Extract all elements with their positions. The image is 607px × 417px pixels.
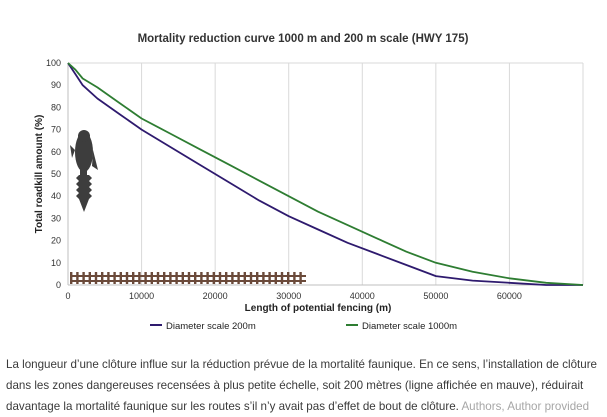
fence-post [231,272,234,284]
y-tick-label: 20 [51,236,61,246]
fence-post [156,272,160,284]
x-tick-label: 50000 [423,291,448,301]
fence-post [299,272,302,284]
y-tick-label: 80 [51,102,61,112]
fence-post [163,272,166,284]
series-line-1 [67,62,584,286]
fence-post [181,272,184,284]
fence-post [132,272,135,284]
fence-post [138,272,141,284]
fence-post [268,272,271,284]
x-tick-label: 0 [65,291,70,301]
caption-credit: Authors, Author provided [461,400,590,413]
x-tick-label: 10000 [129,291,154,301]
fence-post [82,272,85,284]
legend-label-1000m: Diameter scale 1000m [362,321,457,332]
y-tick-labels: 0 10 20 30 40 50 60 70 80 90 100 [46,58,61,290]
fence-post [262,272,265,284]
x-tick-label: 30000 [276,291,301,301]
fence-post [218,272,222,284]
fence-post [293,272,296,284]
fence-post [280,272,284,284]
fence-post [237,272,240,284]
fence-post [94,272,98,284]
fence-post [243,272,246,284]
y-tick-label: 100 [46,58,61,68]
y-tick-label: 60 [51,147,61,157]
fence-post [119,272,122,284]
fence-post [194,272,197,284]
fence-post [287,272,290,284]
fence-post [169,272,172,284]
fence-post [274,272,277,284]
fence-post [200,272,203,284]
y-axis-title: Total roadkill amount (%) [34,115,45,234]
y-tick-label: 30 [51,213,61,223]
fence-post [70,272,73,284]
chart-title: Mortality reduction curve 1000 m and 200… [138,33,469,45]
fence-post [88,272,91,284]
moose-silhouette-icon [70,130,98,212]
x-tick-label: 60000 [497,291,522,301]
series-line-0 [67,62,583,286]
fence-post [206,272,209,284]
x-tick-label: 20000 [203,291,228,301]
x-tick-labels: 0 10000 20000 30000 40000 50000 60000 [65,291,521,301]
y-tick-label: 90 [51,80,61,90]
fence-post [212,272,215,284]
figure-caption: La longueur d’une clôture influe sur la … [6,354,604,417]
series-lines [67,62,584,286]
legend: Diameter scale 200m Diameter scale 1000m [150,321,457,332]
x-tick-label: 40000 [350,291,375,301]
legend-label-200m: Diameter scale 200m [166,321,256,332]
fence-icon [70,272,306,284]
axes [67,63,583,286]
fence-post [76,272,79,284]
y-tick-label: 0 [56,280,61,290]
fence-post [144,272,147,284]
fence-post [175,272,178,284]
y-tick-label: 50 [51,169,61,179]
fence-post [101,272,104,284]
fence-post [107,272,110,284]
grid-lines [68,62,584,285]
y-tick-label: 70 [51,125,61,135]
fence-post [249,272,253,284]
x-axis-title: Length of potential fencing (m) [245,303,392,314]
y-tick-label: 40 [51,191,61,201]
fence-post [125,272,129,284]
fence-post [225,272,228,284]
fence-post [256,272,259,284]
mortality-chart: Mortality reduction curve 1000 m and 200… [34,33,584,332]
fence-post [113,272,116,284]
fence-post [187,272,191,284]
y-tick-label: 10 [51,258,61,268]
fence-post [150,272,153,284]
